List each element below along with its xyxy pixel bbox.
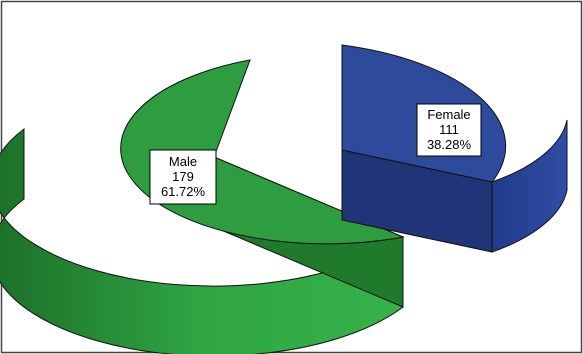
label-count-female: 111 xyxy=(439,122,459,137)
label-name-male: Male xyxy=(169,154,197,169)
data-label-male: Male 179 61.72% xyxy=(149,149,217,205)
label-percent-male: 61.72% xyxy=(161,184,206,199)
label-box-male xyxy=(149,149,217,205)
label-name-female: Female xyxy=(427,107,470,122)
label-box-female xyxy=(416,103,482,157)
data-label-female: Female 111 38.28% xyxy=(416,103,482,157)
label-count-male: 179 xyxy=(172,169,194,184)
label-percent-female: 38.28% xyxy=(427,137,472,152)
male-rim xyxy=(0,127,404,354)
